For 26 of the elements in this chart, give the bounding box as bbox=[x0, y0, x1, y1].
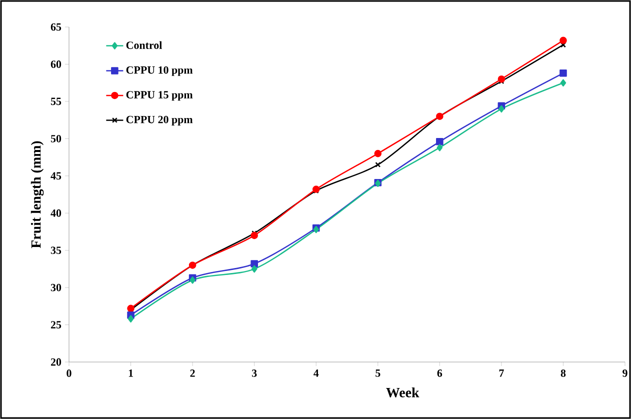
x-tick-label: 9 bbox=[622, 370, 628, 377]
legend-label: CPPU 15 ppm bbox=[126, 91, 193, 101]
legend-label: Control bbox=[126, 41, 162, 49]
y-tick-label: 45 bbox=[50, 172, 62, 180]
y-tick-label: 65 bbox=[50, 23, 62, 31]
x-axis-title: Week bbox=[386, 388, 420, 398]
legend-label: CPPU 20 ppm bbox=[126, 116, 193, 126]
x-tick-label: 8 bbox=[560, 370, 566, 377]
y-tick-label: 25 bbox=[50, 321, 62, 328]
y-tick-label: 40 bbox=[50, 209, 62, 217]
y-axis-title: Fruit length (mm) bbox=[30, 141, 44, 248]
x-tick-label: 4 bbox=[314, 370, 319, 377]
x-tick-label: 7 bbox=[499, 370, 504, 377]
x-tick-label: 0 bbox=[66, 370, 72, 377]
x-tick-label: 6 bbox=[437, 370, 442, 377]
y-tick-label: 30 bbox=[50, 284, 62, 292]
y-tick-label: 60 bbox=[50, 60, 62, 68]
y-tick-label: 50 bbox=[50, 134, 62, 142]
y-tick-label: 55 bbox=[50, 98, 62, 106]
legend-label: CPPU 10 ppm bbox=[126, 66, 193, 76]
x-tick-label: 5 bbox=[376, 370, 380, 377]
y-tick-label: 20 bbox=[50, 358, 62, 366]
y-tick-label: 35 bbox=[50, 246, 62, 254]
x-tick-label: 1 bbox=[128, 370, 133, 377]
x-tick-label: 2 bbox=[190, 370, 195, 377]
x-tick-label: 3 bbox=[252, 370, 257, 377]
